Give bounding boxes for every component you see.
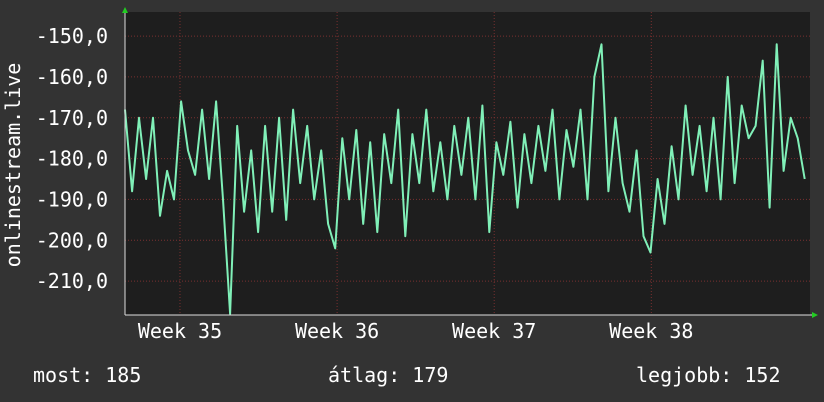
y-tick-label: -170,0 — [36, 106, 108, 130]
y-tick-label: -160,0 — [36, 65, 108, 89]
footer-stat: átlag: 179 — [328, 363, 448, 387]
plot — [124, 43, 806, 315]
y-tick-label: -200,0 — [36, 228, 108, 252]
y-tick-label: -180,0 — [36, 147, 108, 171]
y-tick-label: -150,0 — [36, 24, 108, 48]
x-tick-label: Week 37 — [452, 319, 536, 343]
x-tick-label: Week 36 — [295, 319, 379, 343]
series-line — [124, 43, 806, 315]
plot-area — [125, 12, 810, 315]
axis-arrow — [122, 7, 128, 13]
x-tick-label: Week 35 — [138, 319, 222, 343]
y-axis-label: onlinestream.live — [1, 63, 25, 268]
footer-stat: most: 185 — [33, 363, 141, 387]
footer-stat: legjobb: 152 — [636, 363, 781, 387]
y-tick-label: -210,0 — [36, 269, 108, 293]
y-tick-label: -190,0 — [36, 187, 108, 211]
x-tick-label: Week 38 — [609, 319, 693, 343]
axis-arrow — [812, 312, 818, 318]
